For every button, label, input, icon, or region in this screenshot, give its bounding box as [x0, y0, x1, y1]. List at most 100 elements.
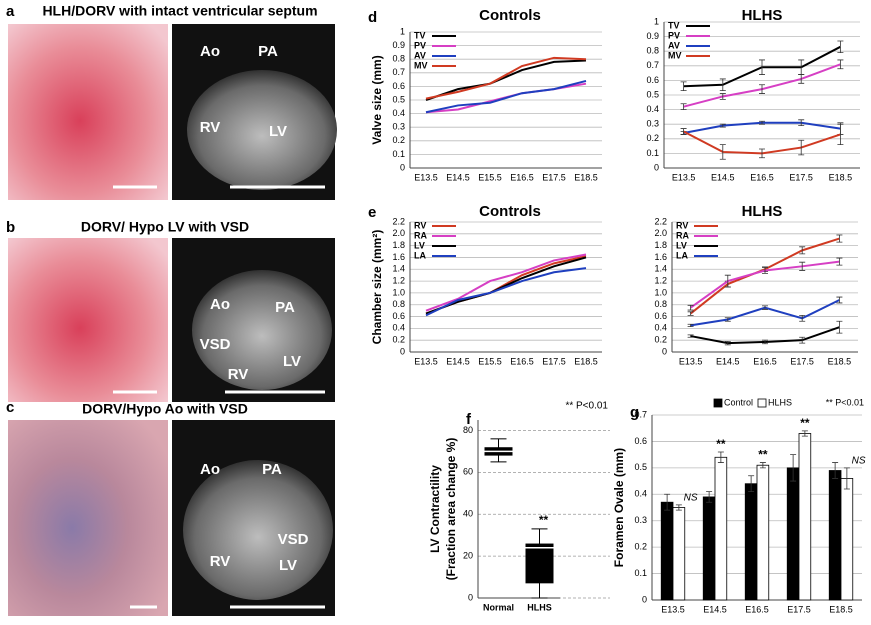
- y-tick-label: 0: [468, 592, 473, 602]
- error-bar: [759, 462, 766, 469]
- error-bar: [843, 467, 850, 490]
- error-bar: [759, 59, 765, 75]
- bar: [786, 467, 800, 601]
- y-tick-label: 60: [463, 467, 473, 477]
- anatomy-label: PA: [258, 43, 278, 60]
- y-tick-label: 20: [463, 550, 473, 560]
- bar: [756, 464, 770, 601]
- panel-title: HLH/DORV with intact ventricular septum: [42, 3, 317, 19]
- legend-label: RV: [414, 220, 426, 230]
- x-tick-label: E17.5: [789, 172, 813, 182]
- error-bar: [724, 317, 731, 322]
- series-line: [425, 267, 587, 317]
- significance: **: [800, 416, 810, 430]
- chart-title: Controls: [479, 7, 541, 24]
- y-tick-label: 0.6: [392, 311, 405, 321]
- anatomy-label: RV: [200, 119, 221, 136]
- x-tick-label: E16.5: [510, 356, 534, 366]
- panel-letter: f: [466, 411, 472, 428]
- y-tick-label: 0.4: [392, 108, 405, 118]
- y-tick-label: 1.6: [654, 252, 667, 262]
- y-tick-label: 2.0: [654, 228, 667, 238]
- x-tick-label: E14.5: [711, 172, 735, 182]
- error-bar: [724, 274, 731, 288]
- y-axis-title: Foramen Ovale (mm): [612, 448, 626, 567]
- x-tick-label: Normal: [483, 602, 514, 612]
- error-bar: [790, 454, 797, 482]
- legend-label: RV: [676, 220, 688, 230]
- panel-title: DORV/Hypo Ao with VSD: [82, 401, 248, 417]
- y-tick-label: 0.4: [634, 489, 647, 499]
- x-tick-label: E16.5: [510, 172, 534, 182]
- x-tick-label: E13.5: [661, 604, 685, 614]
- error-bar: [680, 81, 687, 92]
- error-bar: [836, 234, 843, 243]
- error-bar: [759, 84, 765, 94]
- legend-label: AV: [668, 40, 680, 50]
- error-bar: [675, 504, 682, 511]
- significance: **: [539, 513, 549, 527]
- y-tick-label: 0: [662, 346, 667, 356]
- error-bar: [719, 123, 726, 128]
- error-bar: [799, 336, 806, 344]
- x-tick-label: E15.5: [478, 172, 502, 182]
- photo: [8, 24, 168, 200]
- bar: [702, 496, 716, 601]
- x-tick-label: E18.5: [574, 172, 598, 182]
- y-tick-label: 1.8: [654, 240, 667, 250]
- x-tick-label: E16.5: [753, 356, 777, 366]
- chart-title: HLHS: [742, 203, 783, 220]
- significance: NS: [852, 455, 866, 466]
- error-bar: [680, 128, 687, 135]
- y-tick-label: 1.4: [654, 264, 667, 274]
- y-axis-title: (Fraction area change %): [444, 438, 458, 581]
- bar: [798, 433, 812, 601]
- y-tick-label: 0.5: [646, 89, 659, 99]
- panel-letter: d: [368, 9, 377, 26]
- y-tick-label: 2.2: [654, 216, 667, 226]
- y-tick-label: 0.6: [654, 311, 667, 321]
- series-line: [689, 237, 840, 315]
- y-tick-label: 0.4: [654, 323, 667, 333]
- y-tick-label: 0.5: [634, 462, 647, 472]
- y-tick-label: 0: [642, 594, 647, 604]
- y-axis-title: Valve size (mm): [370, 55, 384, 144]
- error-bar: [836, 257, 843, 266]
- x-tick-label: E17.5: [542, 172, 566, 182]
- panel-title: DORV/ Hypo LV with VSD: [81, 219, 249, 235]
- error-bar: [837, 123, 844, 146]
- legend-label: MV: [414, 60, 428, 70]
- error-bar: [717, 451, 724, 463]
- legend-label: LV: [414, 240, 425, 250]
- x-tick-label: E16.5: [745, 604, 769, 614]
- y-axis-title: LV Contractility: [428, 465, 442, 553]
- photos: [8, 24, 337, 616]
- y-tick-label: 1.0: [654, 287, 667, 297]
- y-tick-label: 0.3: [634, 515, 647, 525]
- x-tick-label: E18.5: [574, 356, 598, 366]
- x-tick-label: E13.5: [679, 356, 703, 366]
- anatomy-label: LV: [283, 353, 301, 370]
- x-tick-label: E17.5: [790, 356, 814, 366]
- error-bar: [719, 78, 726, 92]
- error-bar: [719, 144, 726, 160]
- y-tick-label: 0.1: [634, 568, 647, 578]
- mri-heart: [187, 70, 337, 190]
- y-tick-label: 0.2: [392, 335, 405, 345]
- y-tick-label: 0.7: [634, 409, 647, 419]
- error-bar: [836, 296, 843, 304]
- x-tick-label: E13.5: [414, 172, 438, 182]
- panel-letter: e: [368, 204, 376, 221]
- legend-label: TV: [668, 20, 680, 30]
- anatomy-label: LV: [269, 123, 287, 140]
- box: [525, 543, 554, 584]
- legend-label: PV: [668, 30, 680, 40]
- error-bar: [687, 304, 694, 311]
- x-tick-label: E18.5: [829, 604, 853, 614]
- y-tick-label: 0.4: [392, 323, 405, 333]
- mri-heart: [183, 460, 333, 600]
- error-bar: [759, 148, 765, 159]
- error-bar: [837, 59, 844, 70]
- series-line: [425, 256, 587, 315]
